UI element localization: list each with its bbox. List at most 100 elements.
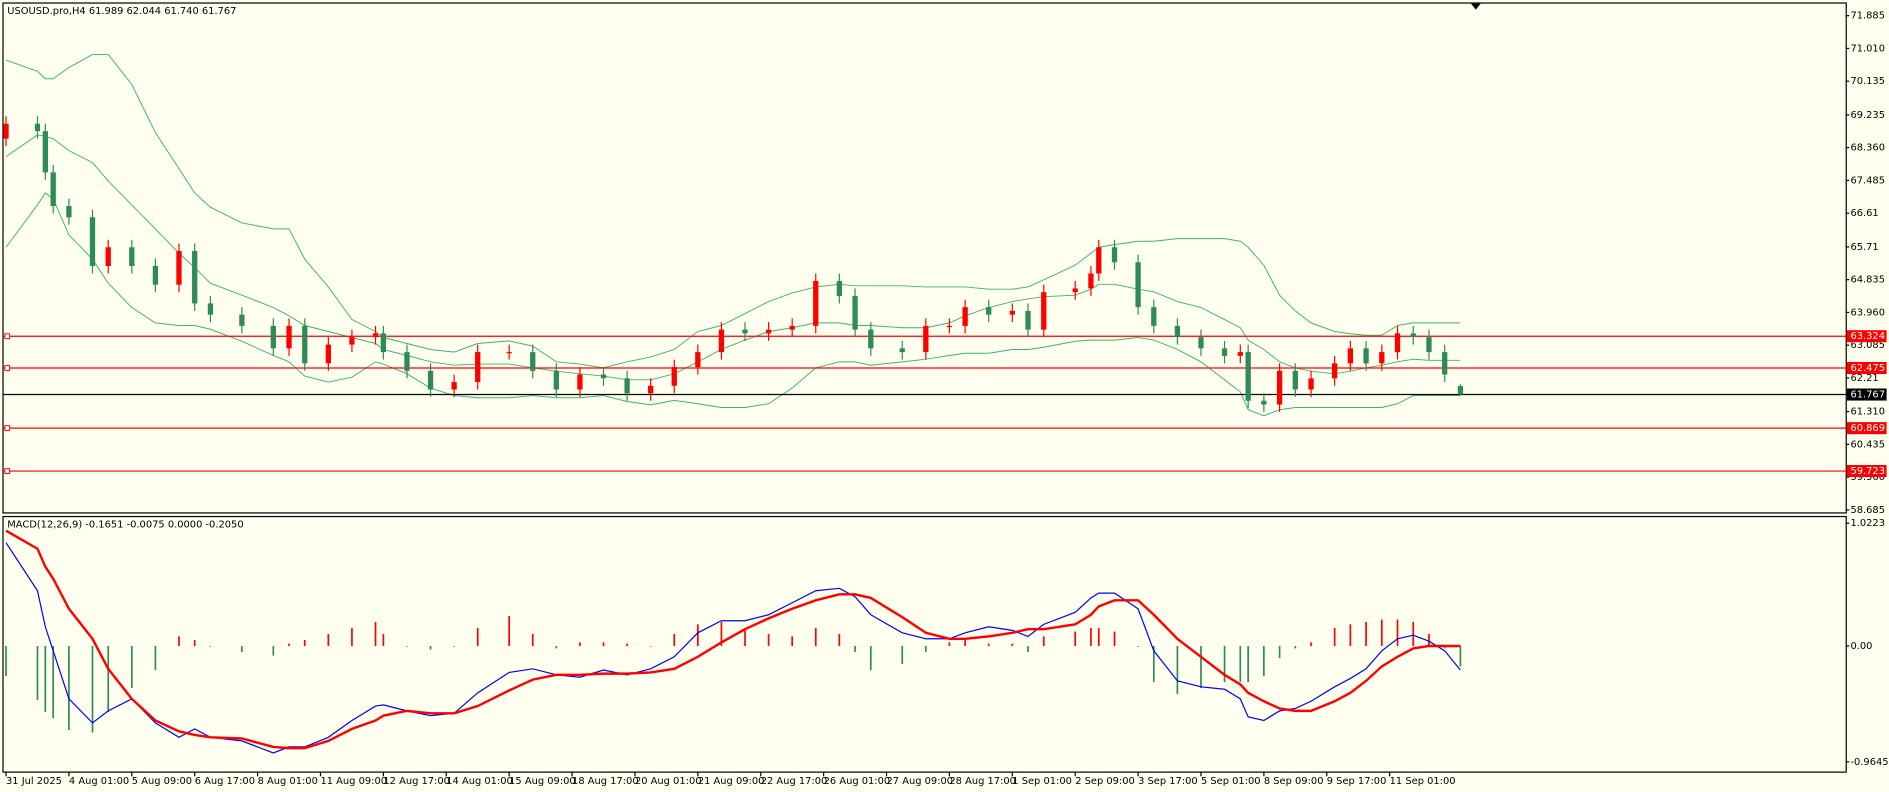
macd-histogram-bar: [1278, 645, 1281, 659]
macd-histogram-bar: [1365, 621, 1367, 646]
macd-histogram-bar: [1223, 645, 1226, 683]
macd-histogram-bar: [1097, 627, 1100, 646]
macd-histogram-bar: [1090, 627, 1092, 646]
macd-histogram-bar: [720, 621, 723, 646]
level-anchor: [4, 425, 11, 432]
candle-body: [1198, 337, 1204, 349]
macd-histogram-bar: [52, 645, 55, 719]
candle-body: [530, 352, 536, 371]
x-tick-label: 18 Aug 17:00: [572, 776, 639, 787]
candle-body: [66, 206, 72, 218]
macd-histogram-bar: [1380, 619, 1383, 646]
level-label: 59.723: [1850, 466, 1885, 477]
candle-body: [624, 378, 630, 394]
macd-header: MACD(12,26,9) -0.1651 -0.0075 0.0000 -0.…: [7, 519, 243, 530]
x-tick-label: 9 Sep 17:00: [1327, 776, 1387, 787]
x-tick-label: 8 Sep 09:00: [1264, 776, 1324, 787]
macd-histogram-bar: [987, 643, 990, 646]
x-tick-label: 20 Aug 01:00: [635, 776, 702, 787]
candle-body: [1135, 262, 1141, 308]
x-tick-label: 27 Aug 09:00: [887, 776, 954, 787]
candle-body: [1221, 348, 1228, 356]
macd-histogram-bar: [673, 633, 676, 646]
candle-body: [1174, 325, 1181, 338]
candle-body: [105, 247, 111, 266]
bollinger-band: [5, 192, 1461, 417]
macd-histogram-bar: [1294, 645, 1297, 649]
macd-histogram-bar: [1152, 645, 1155, 683]
candle-body: [962, 307, 968, 326]
shift-marker[interactable]: [1470, 3, 1481, 10]
candle-body: [380, 333, 387, 353]
macd-histogram-bar: [1042, 636, 1045, 646]
macd-line: [5, 529, 1461, 750]
macd-histogram-bar: [272, 645, 275, 656]
macd-histogram-bar: [924, 645, 927, 652]
level-label-box: [1846, 361, 1887, 375]
candle-body: [836, 280, 842, 296]
candle-body: [34, 123, 41, 132]
macd-histogram-bar: [555, 645, 558, 649]
macd-histogram-bar: [91, 645, 94, 733]
macd-histogram-bar: [107, 645, 110, 713]
macd-histogram-bar: [374, 621, 377, 646]
macd-histogram-bar: [901, 645, 904, 665]
y-tick-label: 1.0223: [1850, 518, 1885, 529]
macd-histogram-bar: [327, 633, 330, 646]
candle-body: [506, 352, 512, 354]
macd-histogram-bar: [382, 633, 385, 646]
macd-panel: [2, 515, 1847, 773]
macd-histogram-bar: [1074, 631, 1077, 646]
level-anchor: [4, 333, 11, 340]
macd-histogram-bar: [964, 639, 966, 646]
bollinger-band: [5, 53, 1461, 369]
level-anchor: [4, 468, 11, 474]
macd-histogram-bar: [767, 633, 770, 646]
x-tick-label: 11 Aug 09:00: [320, 776, 387, 787]
macd-histogram-bar: [154, 645, 157, 671]
level-label-box: [1846, 330, 1887, 343]
y-tick-label: 69.235: [1850, 110, 1885, 121]
candle-body: [1410, 333, 1416, 338]
macd-histogram-bar: [406, 645, 408, 647]
macd-histogram-bar: [288, 643, 290, 646]
x-tick-label: 26 Aug 01:00: [824, 776, 891, 787]
candle-body: [349, 337, 355, 345]
candle-body: [42, 131, 48, 173]
x-tick-label: 31 Jul 2025: [6, 776, 62, 787]
candle-body: [789, 325, 795, 330]
macd-histogram-bar: [508, 615, 511, 646]
y-tick-label: 61.310: [1850, 407, 1885, 418]
macd-histogram-bar: [626, 643, 628, 646]
y-tick-label: 63.960: [1850, 307, 1885, 318]
x-tick-label: 28 Aug 17:00: [949, 776, 1016, 787]
x-tick-label: 3 Sep 17:00: [1138, 776, 1198, 787]
level-label-box: [1846, 422, 1887, 435]
y-tick-label: 71.885: [1850, 11, 1885, 22]
y-tick-label: 62.21: [1850, 373, 1878, 384]
candle-body: [648, 385, 654, 394]
candle-body: [1292, 370, 1298, 390]
candle-body: [986, 307, 992, 315]
y-tick-label: 58.685: [1850, 505, 1885, 516]
candle-body: [1457, 386, 1464, 395]
y-tick-label: 0.00: [1850, 641, 1872, 652]
candle-body: [1379, 352, 1385, 364]
macd-histogram-bar: [5, 645, 7, 677]
macd-histogram-bar: [1459, 645, 1462, 667]
macd-histogram-bar: [44, 645, 47, 713]
y-tick-label: 59.560: [1850, 472, 1885, 483]
x-tick-label: 4 Aug 01:00: [69, 776, 129, 787]
candle-body: [50, 172, 56, 207]
candle-body: [1009, 310, 1015, 315]
macd-histogram-bar: [791, 636, 794, 646]
macd-histogram-bar: [531, 633, 534, 646]
x-tick-label: 12 Aug 17:00: [383, 776, 450, 787]
y-tick-label: 71.010: [1850, 43, 1885, 54]
y-tick-label: 64.835: [1850, 275, 1885, 286]
macd-histogram-bar: [1176, 645, 1179, 695]
x-tick-label: 15 Aug 09:00: [509, 776, 576, 787]
macd-histogram-bar: [1263, 645, 1265, 677]
y-tick-label: 67.485: [1850, 175, 1885, 186]
